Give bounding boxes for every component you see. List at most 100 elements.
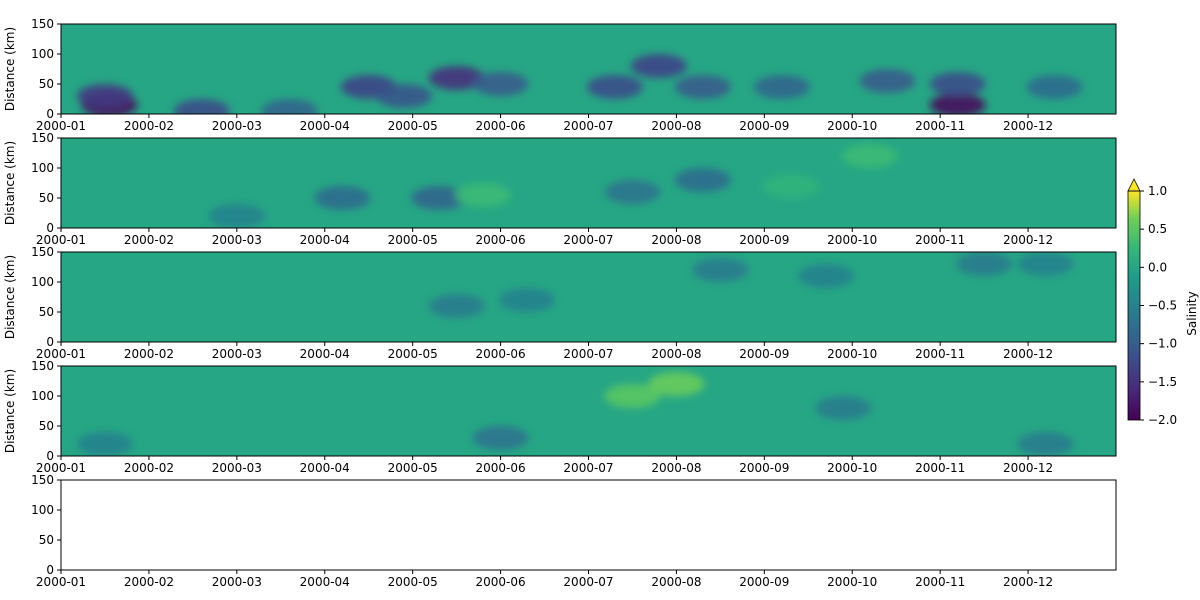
colorbar-tick-label: 1.0 [1148,184,1167,198]
heatmap-field [61,252,1116,342]
heatmap-cell [604,384,661,408]
x-tick-label: 2000-03 [212,233,262,247]
x-tick-label: 2000-09 [739,347,789,361]
x-tick-label: 2000-06 [476,575,526,589]
y-tick-label: 150 [31,17,54,31]
heatmap-cell [815,396,872,420]
y-tick-label: 150 [31,131,54,145]
heatmap-cell [472,426,529,450]
heatmap-cell [411,186,468,210]
colorbar-tick-label: 0.0 [1148,260,1167,274]
x-tick-label: 2000-05 [388,347,438,361]
y-tick-label: 50 [39,77,54,91]
x-tick-label: 2000-04 [300,461,350,475]
x-tick-label: 2000-04 [300,575,350,589]
x-tick-label: 2000-01 [36,119,86,133]
colorbar-tick-label: −2.0 [1148,413,1177,427]
heatmap-background [61,252,1116,342]
x-tick-label: 2000-05 [388,461,438,475]
x-tick-label: 2000-02 [124,347,174,361]
x-tick-label: 2000-04 [300,347,350,361]
heatmap-cell [1026,75,1083,99]
y-tick-label: 50 [39,191,54,205]
heatmap-panel-5: 0 50 100 150 2000-01 2000-02 2000-03 2000-04 200… [31,473,1117,589]
heatmap-cell [630,54,687,78]
axes-frame [60,479,1117,571]
heatmap-cell [648,372,705,396]
x-tick-label: 2000-03 [212,575,262,589]
x-tick-label: 2000-03 [212,461,262,475]
x-tick-label: 2000-11 [915,575,965,589]
x-tick-label: 2000-06 [476,119,526,133]
heatmap-field [61,24,1116,114]
x-tick-label: 2000-07 [563,233,613,247]
panels-group: 0 50 100 150 Distance (km) 2000-01 2000-02 2000… [3,17,1117,589]
heatmap-cell [1017,252,1074,276]
x-tick-label: 2000-07 [563,347,613,361]
x-tick-label: 2000-11 [915,461,965,475]
x-tick-label: 2000-07 [563,575,613,589]
x-tick-label: 2000-11 [915,233,965,247]
colorbar: 1.0 0.5 0.0 −0.5 −1.0 −1.5 −2.0 Salinity [1127,178,1199,427]
heatmap-cell [472,72,529,96]
y-tick-label: 150 [31,359,54,373]
x-tick-label: 2000-07 [563,461,613,475]
x-tick-label: 2000-10 [827,119,877,133]
heatmap-cell [674,75,731,99]
heatmap-field [61,366,1116,456]
y-axis-label: Distance (km) [3,255,17,339]
heatmap-cell [692,258,749,282]
colorbar-tick-label: 0.5 [1148,222,1167,236]
heatmap-cell [841,144,898,168]
x-tick-label: 2000-08 [651,347,701,361]
heatmap-panel-2: 0 50 100 150 Distance (km) 2000-01 2000-02 2000… [3,131,1117,247]
x-tick-label: 2000-08 [651,233,701,247]
heatmap-cell [314,186,371,210]
y-tick-label: 100 [31,389,54,403]
x-tick-label: 2000-10 [827,233,877,247]
colorbar-extend-arrow [1127,178,1141,192]
y-tick-label: 0 [46,563,54,577]
y-axis-label: Distance (km) [3,27,17,111]
x-tick-label: 2000-09 [739,461,789,475]
heatmap-cell [1017,432,1074,456]
colorbar-label: Salinity [1185,291,1199,335]
y-tick-label: 150 [31,245,54,259]
heatmap-cell [586,75,643,99]
colorbar-tick-label: −0.5 [1148,299,1177,313]
heatmap-cell [76,432,133,456]
x-tick-label: 2000-07 [563,119,613,133]
x-tick-label: 2000-03 [212,119,262,133]
y-tick-label: 150 [31,473,54,487]
x-tick-label: 2000-06 [476,347,526,361]
x-tick-label: 2000-06 [476,233,526,247]
heatmap-cell [76,84,133,108]
x-tick-label: 2000-12 [1003,575,1053,589]
heatmap-panel-1: 0 50 100 150 Distance (km) 2000-01 2000-02 2000… [3,17,1117,133]
colorbar-tick-label: −1.5 [1148,375,1177,389]
heatmap-cell [929,93,986,114]
x-tick-label: 2000-02 [124,575,174,589]
x-tick-label: 2000-09 [739,575,789,589]
y-tick-label: 50 [39,533,54,547]
heatmap-cell [455,183,511,207]
x-tick-label: 2000-01 [36,461,86,475]
x-tick-label: 2000-01 [36,575,86,589]
x-tick-label: 2000-05 [388,575,438,589]
x-tick-label: 2000-12 [1003,233,1053,247]
heatmap-cell [762,174,819,198]
colorbar-gradient [1128,191,1140,420]
y-tick-label: 100 [31,275,54,289]
heatmap-cell [797,264,854,288]
heatmap-cell [929,72,986,96]
y-tick-label: 100 [31,161,54,175]
x-tick-label: 2000-05 [388,233,438,247]
heatmap-panel-4: 0 50 100 150 Distance (km) 2000-01 2000-02 2000… [3,359,1117,475]
heatmap-cell [428,294,485,318]
x-tick-label: 2000-09 [739,119,789,133]
x-tick-label: 2000-10 [827,575,877,589]
x-tick-label: 2000-11 [915,347,965,361]
x-tick-label: 2000-11 [915,119,965,133]
x-tick-label: 2000-08 [651,575,701,589]
